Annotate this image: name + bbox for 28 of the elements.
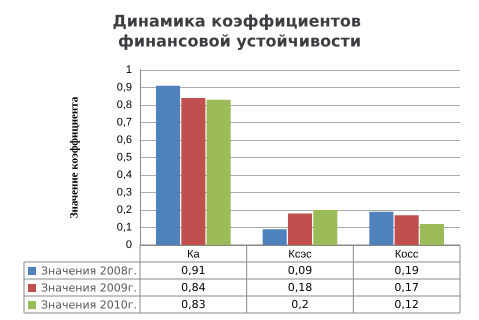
y-tick-label: 0,7	[116, 116, 132, 128]
chart-title: Динамика коэффициентов финансовой устойчивости	[112, 12, 367, 50]
y-tick-label: 0,1	[116, 222, 132, 234]
y-axis-title: Значение коэффициента	[68, 96, 80, 218]
data-label: 0,12	[394, 298, 419, 311]
legend-label: Значения 2009г.	[41, 282, 137, 294]
y-tick-label: 0,2	[116, 204, 132, 216]
legend-label: Значения 2008г.	[41, 264, 137, 278]
y-tick-label: 0,6	[116, 134, 132, 146]
x-tick-label: Ка	[187, 248, 200, 260]
y-tick-label: 1	[126, 64, 132, 76]
x-tick-label: Косс	[394, 248, 419, 260]
data-label: 0,19	[394, 264, 419, 277]
data-label: 0,18	[288, 281, 312, 294]
data-label: 0,83	[181, 298, 206, 311]
data-label: 0,91	[181, 264, 206, 277]
y-tick-label: 0,3	[116, 186, 132, 198]
data-label: 0,84	[181, 281, 206, 294]
x-tick-label: Ксэс	[288, 248, 312, 260]
legend-label: Значения 2010г.	[41, 298, 137, 312]
data-label: 0,09	[288, 264, 312, 277]
data-label: 0,2	[291, 298, 309, 311]
data-label: 0,17	[394, 281, 419, 294]
y-tick-label: 0,5	[116, 152, 132, 164]
y-tick-label: 0	[126, 239, 132, 251]
y-tick-label: 0,9	[116, 82, 132, 94]
y-tick-label: 0,4	[116, 169, 132, 181]
y-tick-label: 0,8	[116, 99, 132, 111]
